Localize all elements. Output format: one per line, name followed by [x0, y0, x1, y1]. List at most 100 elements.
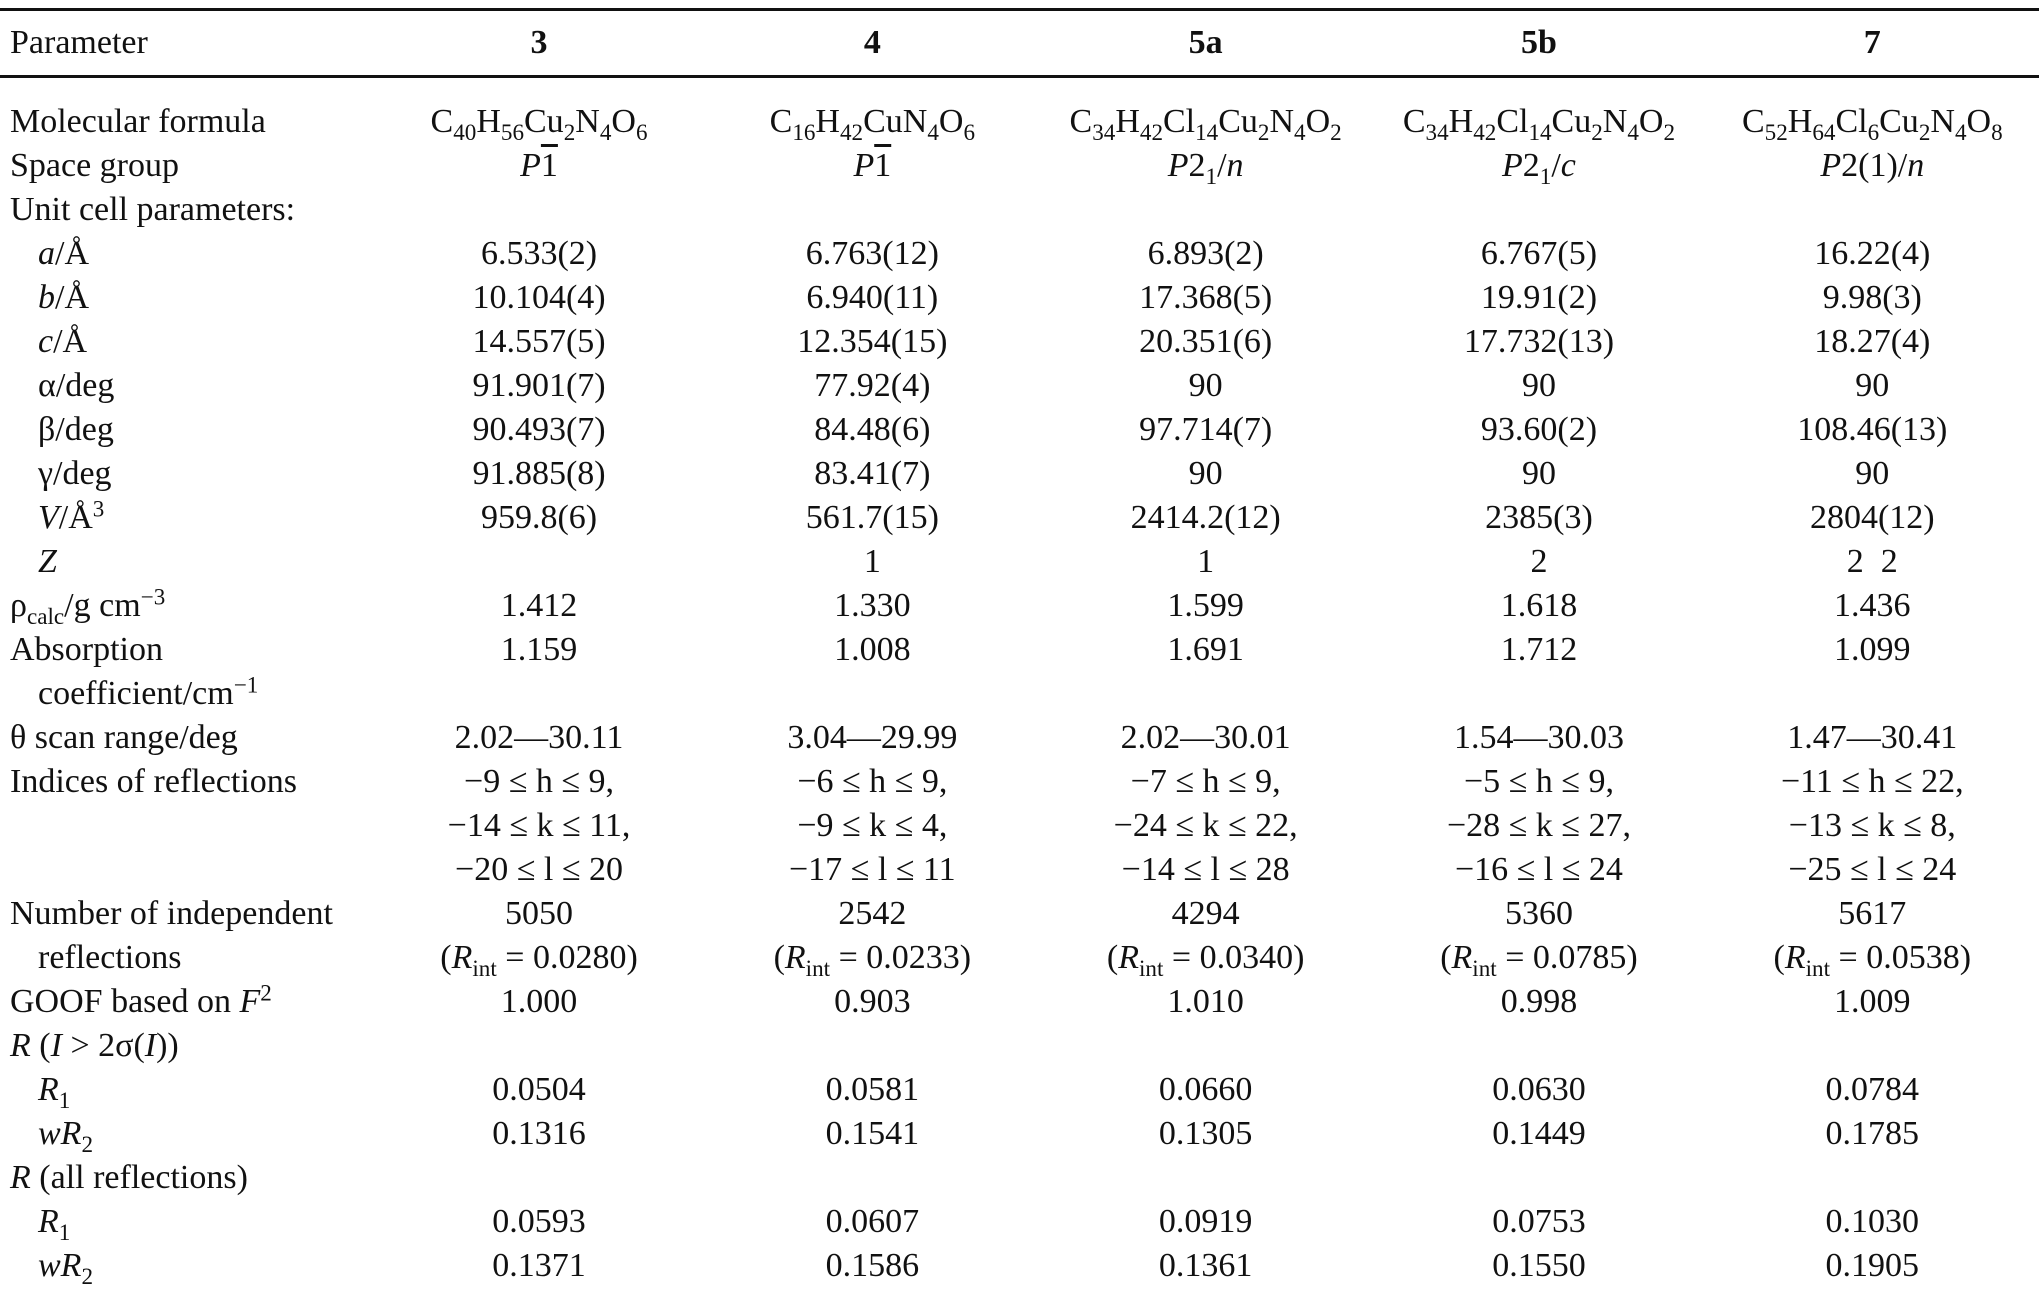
- cell: −9 ≤ h ≤ 9,: [464, 763, 615, 800]
- row-unit-cell-heading: Unit cell parameters:: [0, 188, 2039, 232]
- cell: 6.763(12): [805, 235, 939, 272]
- row-label: GOOF based on F2: [10, 980, 272, 1020]
- header-parameter: Parameter: [0, 8, 373, 78]
- row-label: coefficient/cm−1: [38, 672, 259, 712]
- row-label: ρcalc/g cm−3: [10, 584, 166, 631]
- cell: −9 ≤ k ≤ 4,: [797, 807, 948, 844]
- cell: 1.009: [1834, 983, 1911, 1020]
- cell: (Rint = 0.0340): [1106, 939, 1305, 983]
- cell: 0.0660: [1158, 1071, 1253, 1108]
- row-a: a/Å 6.533(2) 6.763(12) 6.893(2) 6.767(5)…: [0, 232, 2039, 276]
- row-label: wR2: [38, 1115, 94, 1159]
- cell: −16 ≤ l ≤ 24: [1454, 851, 1623, 888]
- cell: 5050: [505, 895, 574, 932]
- cell: (Rint = 0.0785): [1440, 939, 1638, 983]
- cell: 1.599: [1167, 587, 1244, 624]
- row-label: c/Å: [38, 323, 88, 360]
- header-compound-5b: 5b: [1372, 8, 1706, 78]
- row-b: b/Å 10.104(4) 6.940(11) 17.368(5) 19.91(…: [0, 276, 2039, 320]
- cell: 0.903: [834, 983, 911, 1020]
- cell: 0.0607: [825, 1203, 920, 1240]
- header-compound-3: 3: [372, 8, 706, 78]
- cell: 18.27(4): [1814, 323, 1931, 360]
- cell: 1.008: [834, 631, 911, 668]
- formula-5a: C34H42Cl14Cu2N4O2: [1069, 103, 1342, 147]
- row-alpha: α/deg 91.901(7) 77.92(4) 90 90 90: [0, 364, 2039, 408]
- cell: 2385(3): [1485, 499, 1593, 536]
- row-label: Absorption: [10, 631, 163, 668]
- row-wr2-all: wR2 0.1371 0.1586 0.1361 0.1550 0.1905: [0, 1244, 2039, 1289]
- cell: 6.533(2): [480, 235, 598, 272]
- cell: 4294: [1171, 895, 1240, 932]
- cell: 91.901(7): [472, 367, 606, 404]
- cell: 0.0630: [1492, 1071, 1586, 1108]
- row-space-group: Space group P1 P1 P21/n P21/c P2(1)/n: [0, 144, 2039, 191]
- cell: −14 ≤ k ≤ 11,: [447, 807, 631, 844]
- row-wr2-observed: wR2 0.1316 0.1541 0.1305 0.1449 0.1785: [0, 1112, 2039, 1159]
- row-indices-k: −14 ≤ k ≤ 11, −9 ≤ k ≤ 4, −24 ≤ k ≤ 22, …: [0, 804, 2039, 848]
- cell: 77.92(4): [814, 367, 931, 404]
- formula-5b: C34H42Cl14Cu2N4O2: [1402, 103, 1676, 147]
- cell: −6 ≤ h ≤ 9,: [797, 763, 948, 800]
- cell: 1.000: [500, 983, 578, 1020]
- cell: 2 2: [1846, 543, 1898, 580]
- row-c: c/Å 14.557(5) 12.354(15) 20.351(6) 17.73…: [0, 320, 2039, 364]
- cell: 1.099: [1834, 631, 1911, 668]
- cell: 17.368(5): [1139, 279, 1273, 316]
- cell: 6.940(11): [806, 279, 939, 316]
- cell: 1.010: [1167, 983, 1244, 1020]
- cell: 0.1550: [1492, 1247, 1586, 1284]
- cell: 9.98(3): [1822, 279, 1922, 316]
- cell: 6.893(2): [1147, 235, 1264, 272]
- row-label: γ/deg: [38, 455, 112, 492]
- cell: 0.1030: [1825, 1203, 1920, 1240]
- cell: 17.732(13): [1463, 323, 1615, 360]
- row-label: β/deg: [38, 411, 114, 448]
- cell: 959.8(6): [480, 499, 598, 536]
- header-compound-7: 7: [1705, 8, 2039, 78]
- cell: 3.04—29.99: [787, 719, 958, 756]
- row-r1-all: R1 0.0593 0.0607 0.0919 0.0753 0.1030: [0, 1200, 2039, 1245]
- cell: −5 ≤ h ≤ 9,: [1463, 763, 1614, 800]
- row-label: Z: [38, 543, 57, 580]
- row-r1-observed: R1 0.0504 0.0581 0.0660 0.0630 0.0784: [0, 1068, 2039, 1113]
- row-r-observed-heading: R (I > 2σ(I)): [0, 1024, 2039, 1068]
- cell: 1.330: [834, 587, 911, 624]
- space-group-5b: P21/c: [1502, 147, 1576, 191]
- cell: 5617: [1838, 895, 1907, 932]
- row-label: Unit cell parameters:: [10, 191, 296, 228]
- cell: 1: [1197, 543, 1215, 580]
- crystal-data-table: Parameter 3 4 5a 5b 7 Molecular formula …: [0, 8, 2039, 1289]
- cell: 97.714(7): [1139, 411, 1273, 448]
- cell: 2804(12): [1809, 499, 1935, 536]
- cell: 108.46(13): [1797, 411, 1948, 448]
- cell: 561.7(15): [805, 499, 939, 536]
- cell: 10.104(4): [472, 279, 606, 316]
- header-compound-5a: 5a: [1038, 8, 1373, 78]
- cell: −20 ≤ l ≤ 20: [455, 851, 623, 888]
- cell: 91.885(8): [472, 455, 606, 492]
- space-group-5a: P21/n: [1167, 147, 1244, 191]
- cell: 0.1361: [1158, 1247, 1253, 1284]
- row-goof: GOOF based on F2 1.000 0.903 1.010 0.998…: [0, 980, 2039, 1024]
- cell: 1.691: [1167, 631, 1244, 668]
- cell: 90.493(7): [472, 411, 606, 448]
- cell: −17 ≤ l ≤ 11: [788, 851, 956, 888]
- cell: 2.02—30.11: [454, 719, 624, 756]
- cell: −13 ≤ k ≤ 8,: [1788, 807, 1956, 844]
- row-label: R (I > 2σ(I)): [10, 1027, 179, 1064]
- cell: 1.412: [500, 587, 578, 624]
- row-gamma: γ/deg 91.885(8) 83.41(7) 90 90 90: [0, 452, 2039, 496]
- row-beta: β/deg 90.493(7) 84.48(6) 97.714(7) 93.60…: [0, 408, 2039, 452]
- cell: 0.0581: [825, 1071, 920, 1108]
- row-z: Z 1 1 2 2 2: [0, 540, 2039, 584]
- space-group-7: P2(1)/n: [1820, 147, 1925, 184]
- row-label: Indices of reflections: [10, 763, 297, 800]
- cell: 6.767(5): [1480, 235, 1598, 272]
- cell: −14 ≤ l ≤ 28: [1121, 851, 1290, 888]
- formula-4: C16H42CuN4O6: [769, 103, 976, 147]
- row-r-all-heading: R (all reflections): [0, 1156, 2039, 1200]
- cell: 2542: [838, 895, 907, 932]
- cell: 2: [1530, 543, 1548, 580]
